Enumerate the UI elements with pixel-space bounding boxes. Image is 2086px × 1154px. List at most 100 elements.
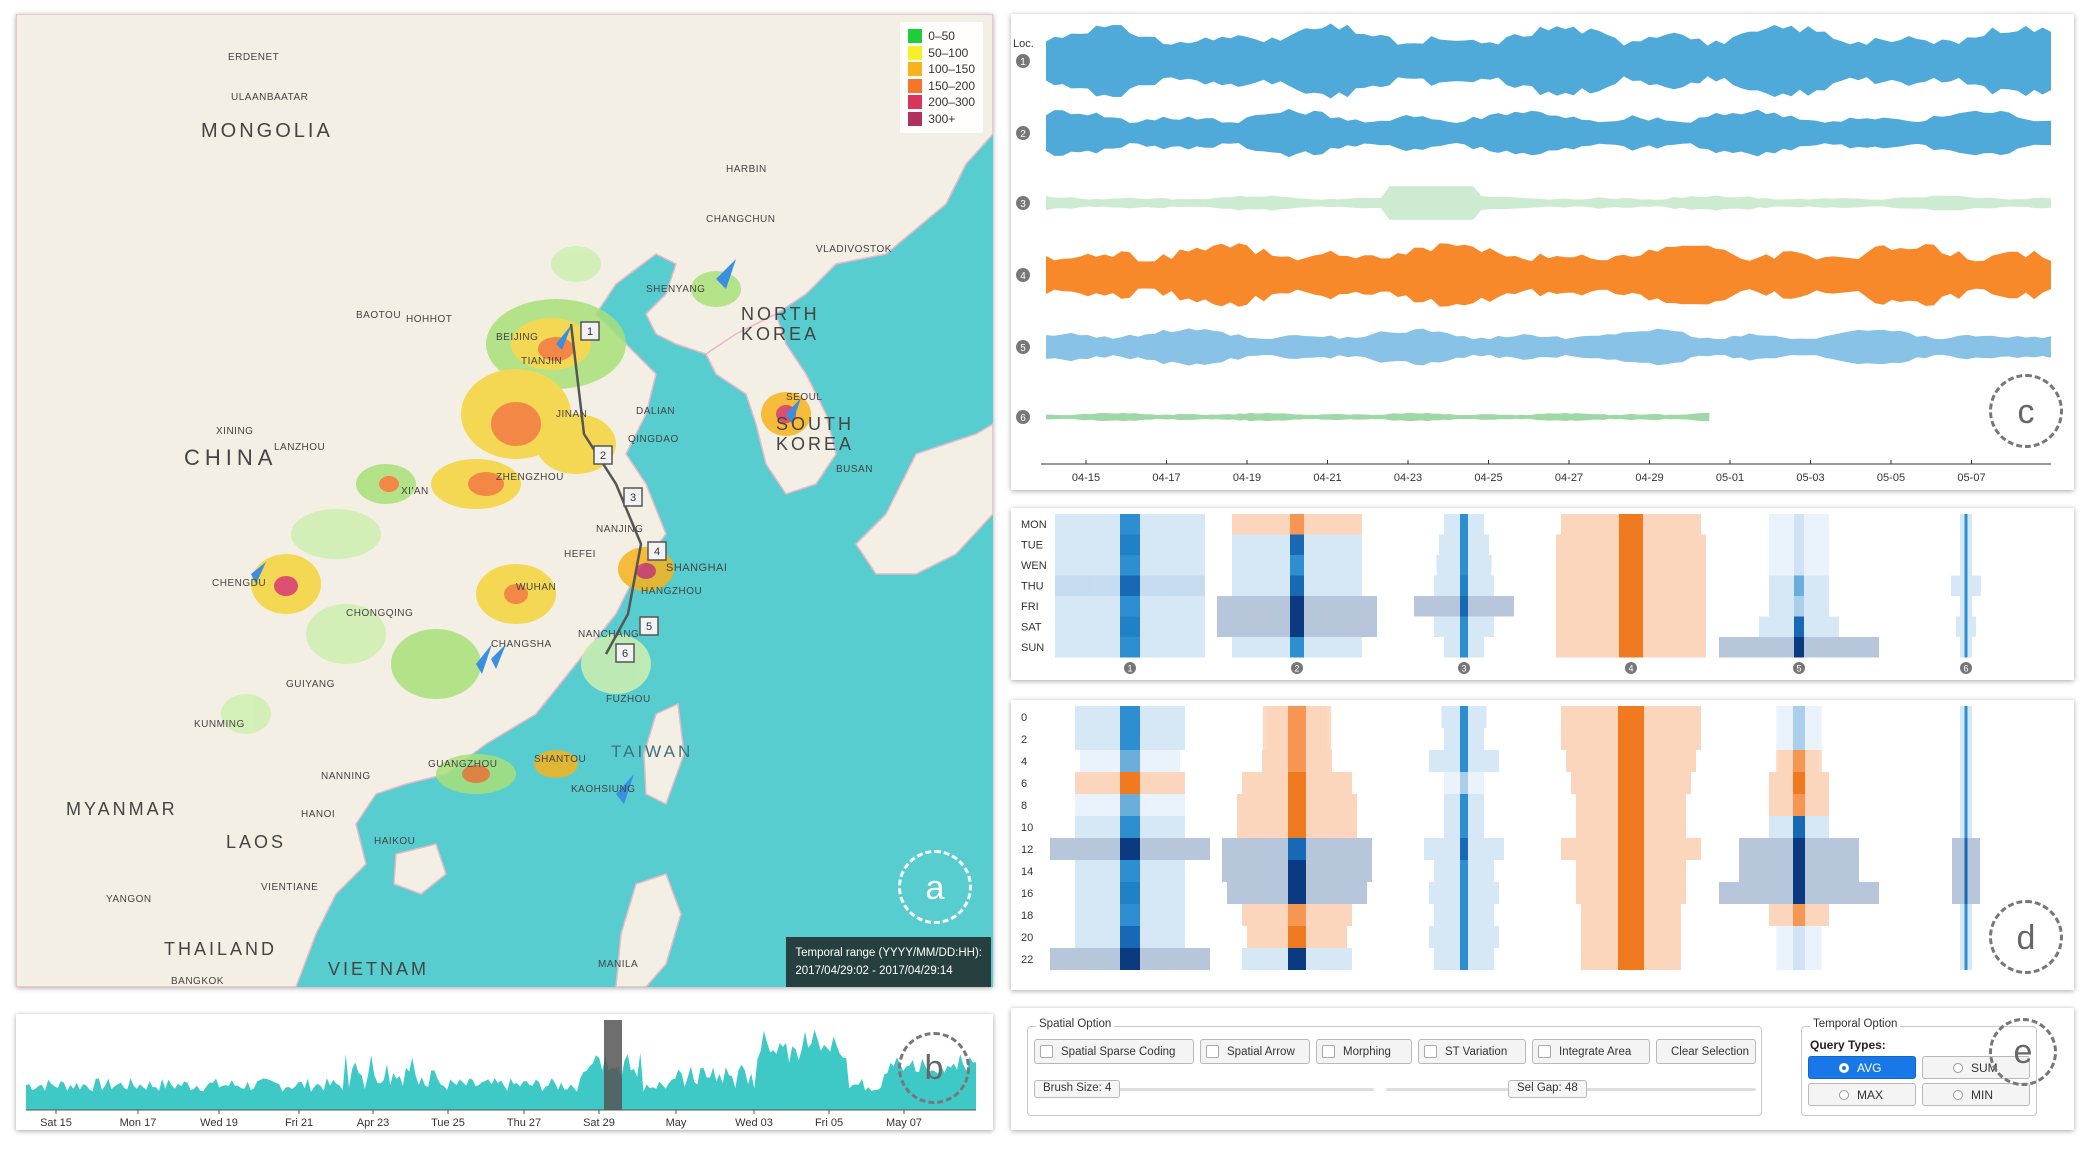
location-stream[interactable] [1046,23,2051,99]
pattern-cell-core [1964,882,1968,904]
timeline-tick-label: Thu 27 [507,1117,541,1129]
st-variation-button[interactable]: ST Variation [1418,1039,1526,1064]
hourly-pattern-panel[interactable]: 0 2 4 6 8 10 12 14 16 18 20 22 d [1011,700,2074,990]
location-number: 1 [1127,664,1132,674]
checkbox-icon[interactable] [1322,1045,1335,1058]
stream-date-label: 04-25 [1474,472,1502,484]
radio-icon [1953,1062,1963,1073]
panel-label-b: b [898,1032,970,1104]
query-min-radio[interactable]: MIN [1922,1083,2030,1106]
route-marker-box[interactable] [580,321,600,341]
pattern-cell-core [1288,772,1306,794]
clear-selection-button[interactable]: Clear Selection [1656,1039,1756,1064]
checkbox-icon[interactable] [1040,1045,1053,1058]
timeline-panel[interactable]: Sat 15 Mon 17 Wed 19 Fri 21 Apr 23 Tue 25 Thu … [16,1014,993,1130]
hour-label: 6 [1021,778,1027,790]
location-number: 6 [1963,664,1968,674]
stream-date-label: 04-27 [1555,472,1583,484]
timeline-brush[interactable] [604,1020,622,1110]
timeline-chart[interactable]: Sat 15 Mon 17 Wed 19 Fri 21 Apr 23 Tue 25 Thu … [16,1014,993,1130]
sel-gap-handle[interactable]: Sel Gap: 48 [1508,1080,1587,1098]
pattern-cell-core [1793,882,1805,904]
query-max-radio[interactable]: MAX [1808,1083,1916,1106]
city-xining: XINING [216,426,254,437]
morphing-button[interactable]: Morphing [1316,1039,1412,1064]
hour-label: 16 [1021,888,1033,900]
city-fuzhou: FUZHOU [606,694,651,705]
selection-route[interactable] [569,323,643,655]
pattern-cell-core [1619,596,1643,617]
location-number: 2 [1020,129,1026,140]
route-marker-box[interactable] [647,541,667,561]
city-dalian: DALIAN [636,406,676,417]
pattern-cell-core [1120,575,1140,596]
route-marker-box[interactable] [639,616,659,636]
integrate-area-button[interactable]: Integrate Area [1532,1039,1650,1064]
location-stream[interactable] [1046,108,2051,158]
hour-label: 8 [1021,800,1027,812]
pattern-cell-core [1964,637,1968,658]
streamgraph-panel[interactable]: Loc. 1 2 3 4 5 6 04-15 04-17 04-19 04-21 04-23 04-25… [1011,14,2074,490]
city-kunming: KUNMING [194,719,245,730]
timeline-tick-label: Sat 15 [40,1117,72,1129]
route-marker-label: 5 [646,621,652,633]
pattern-cell-core [1618,772,1644,794]
map-canvas[interactable]: 1 2 3 4 5 6 [16,14,993,987]
location-stream[interactable] [1046,412,1710,422]
pattern-cell-core [1793,750,1805,772]
weekly-heatbars[interactable]: MON TUE WEN THU FRI SAT SUN 1 2 3 4 5 6 [1011,508,2074,680]
legend-item: 150–200 [908,78,975,95]
checkbox-icon[interactable] [1206,1045,1219,1058]
pattern-cell-core [1964,772,1968,794]
route-marker-box[interactable] [615,643,635,663]
checkbox-icon[interactable] [1424,1045,1437,1058]
stream-date-label: 04-21 [1313,472,1341,484]
spatial-arrow-button[interactable]: Spatial Arrow [1200,1039,1310,1064]
city-hanoi: HANOI [301,809,336,820]
location-stream[interactable] [1046,328,2051,366]
brush-size-slider[interactable] [1034,1088,1374,1091]
pattern-cell-core [1288,838,1306,860]
panel-label-c: c [1989,374,2063,448]
location-number: 3 [1020,199,1026,210]
timeline-tick-label: Mon 17 [120,1117,157,1129]
pattern-cell-core [1793,772,1805,794]
location-badge [1625,662,1637,674]
checkbox-icon[interactable] [1538,1045,1551,1058]
weekly-pattern-panel[interactable]: MON TUE WEN THU FRI SAT SUN 1 2 3 4 5 6 [1011,508,2074,680]
pattern-cell-core [1120,637,1140,658]
location-stream[interactable] [1046,243,2051,307]
route-markers: 1 2 3 4 5 6 [580,321,667,663]
pattern-cell-core [1460,706,1468,728]
city-hohhot: HOHHOT [406,314,453,325]
weekday-label: SUN [1021,642,1044,654]
stream-date-label: 04-19 [1233,472,1261,484]
pattern-cell-core [1120,772,1140,794]
city-ulaanbaatar: ULAANBAATAR [231,92,309,103]
location-number: 4 [1628,664,1633,674]
city-beijing: BEIJING [496,332,539,343]
pattern-cell-core [1618,706,1644,728]
pattern-cell-core [1288,794,1306,816]
radio-icon [1839,1062,1849,1073]
pattern-cell-core [1619,555,1643,576]
location-streams[interactable]: Loc. 1 2 3 4 5 6 04-15 04-17 04-19 04-21 04-23 04-25… [1011,14,2074,490]
brush-size-handle[interactable]: Brush Size: 4 [1034,1080,1121,1098]
route-marker-box[interactable] [593,445,613,465]
pattern-cell-core [1618,860,1644,882]
timeline-tick-label: Fri 05 [815,1117,843,1129]
query-avg-radio[interactable]: AVG [1808,1056,1916,1079]
wind-arrows [251,259,801,804]
hourly-heatbars[interactable]: 0 2 4 6 8 10 12 14 16 18 20 22 [1011,700,2074,990]
route-marker-box[interactable] [623,487,643,507]
location-number: 4 [1020,271,1026,282]
legend-label: 200–300 [928,95,975,110]
location-number: 1 [1020,57,1026,68]
map-panel[interactable]: 1 2 3 4 5 6 MONGOLIA CHINA NORTH KOREA SOUTH … [16,14,993,987]
label-thailand: THAILAND [164,939,278,959]
location-badge [1960,662,1972,674]
label-mongolia: MONGOLIA [201,120,333,142]
stream-date-label: 05-07 [1957,472,1985,484]
location-stream[interactable] [1046,186,2051,220]
spatial-sparse-coding-button[interactable]: Spatial Sparse Coding [1034,1039,1194,1064]
